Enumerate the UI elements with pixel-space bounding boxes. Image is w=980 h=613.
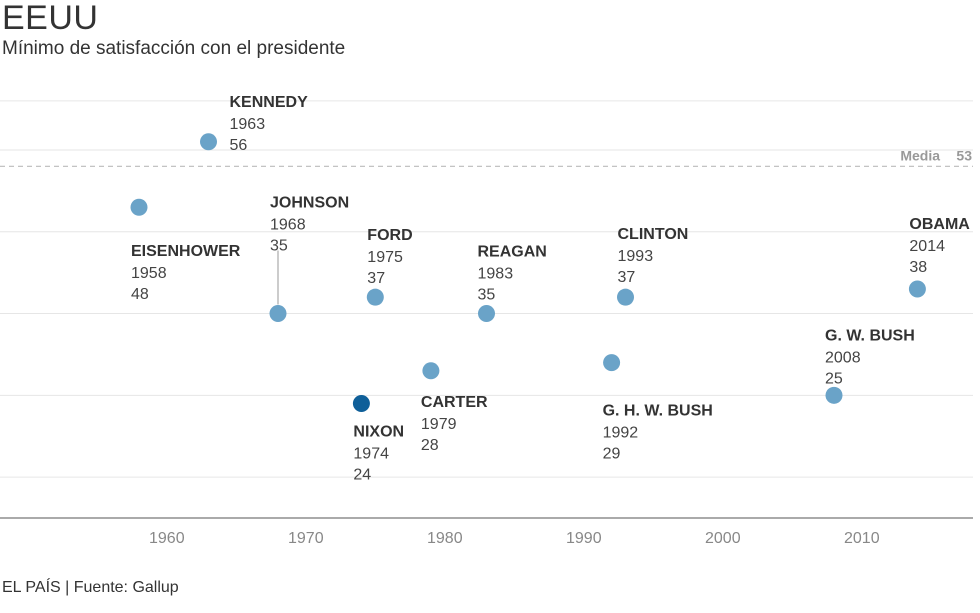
point-reagan	[478, 305, 495, 323]
label-name-g-w-bush: G. W. BUSH	[825, 327, 915, 344]
chart-title: EEUU	[2, 0, 99, 37]
source-note: EL PAÍS | Fuente: Gallup	[2, 579, 179, 596]
point-clinton	[617, 288, 634, 306]
grid-lines	[0, 100, 973, 478]
point-eisenhower	[130, 198, 148, 216]
label-name-carter: CARTER	[421, 394, 488, 411]
label-name-reagan: REAGAN	[478, 244, 547, 261]
label-value-nixon: 24	[353, 467, 371, 484]
mean-line-group: Media 53	[0, 147, 973, 167]
label-name-nixon: NIXON	[353, 424, 404, 441]
label-year-clinton: 1993	[618, 248, 654, 265]
x-tick-label-1960: 1960	[149, 530, 185, 547]
label-year-nixon: 1974	[353, 446, 389, 463]
label-value-carter: 28	[421, 437, 439, 454]
point-johnson	[269, 305, 287, 323]
scatter-chart: Media 53 1960 1970 1980 1990 2000 2010 EISENHO…	[0, 94, 973, 547]
label-name-kennedy: KENNEDY	[230, 94, 309, 111]
label-value-g-w-bush: 25	[825, 370, 843, 387]
label-value-ford: 37	[367, 270, 385, 287]
mean-value: 53	[956, 147, 972, 163]
label-year-johnson: 1968	[270, 217, 306, 234]
label-year-kennedy: 1963	[230, 116, 266, 133]
label-value-eisenhower: 48	[131, 286, 149, 303]
point-g-w-bush	[825, 386, 843, 404]
data-points	[130, 133, 926, 412]
label-name-eisenhower: EISENHOWER	[131, 243, 241, 260]
label-name-johnson: JOHNSON	[270, 195, 349, 212]
x-tick-label-1970: 1970	[288, 530, 324, 547]
label-value-reagan: 35	[478, 287, 496, 304]
label-year-eisenhower: 1958	[131, 265, 167, 282]
label-value-obama: 38	[909, 259, 927, 276]
label-value-kennedy: 56	[230, 137, 248, 154]
x-axis: 1960 1970 1980 1990 2000 2010	[0, 517, 973, 547]
label-year-g-h-w-bush: 1992	[603, 425, 639, 442]
label-year-ford: 1975	[367, 249, 403, 266]
x-tick-label-1990: 1990	[566, 530, 602, 547]
x-tick-label-1980: 1980	[427, 530, 463, 547]
label-value-johnson: 35	[270, 238, 288, 255]
label-year-g-w-bush: 2008	[825, 349, 861, 366]
label-year-reagan: 1983	[478, 266, 514, 283]
label-name-g-h-w-bush: G. H. W. BUSH	[603, 403, 713, 420]
chart-subtitle: Mínimo de satisfacción con el presidente	[2, 38, 346, 59]
x-tick-label-2010: 2010	[844, 530, 880, 547]
label-year-obama: 2014	[909, 238, 945, 255]
point-g-h-w-bush	[603, 354, 621, 372]
point-ford	[366, 288, 384, 306]
point-labels: EISENHOWER 1958 48 KENNEDY 1963 56 JOHNSON 1968…	[131, 94, 970, 484]
mean-label: Media	[900, 147, 940, 163]
point-obama	[908, 280, 926, 298]
label-name-obama: OBAMA	[909, 216, 970, 233]
label-name-ford: FORD	[367, 227, 412, 244]
x-tick-label-2000: 2000	[705, 530, 741, 547]
point-nixon	[352, 395, 370, 412]
label-value-clinton: 37	[618, 269, 636, 286]
label-year-carter: 1979	[421, 416, 457, 433]
label-name-clinton: CLINTON	[618, 226, 689, 243]
point-kennedy	[200, 133, 217, 151]
point-carter	[422, 362, 440, 380]
label-value-g-h-w-bush: 29	[603, 446, 621, 463]
